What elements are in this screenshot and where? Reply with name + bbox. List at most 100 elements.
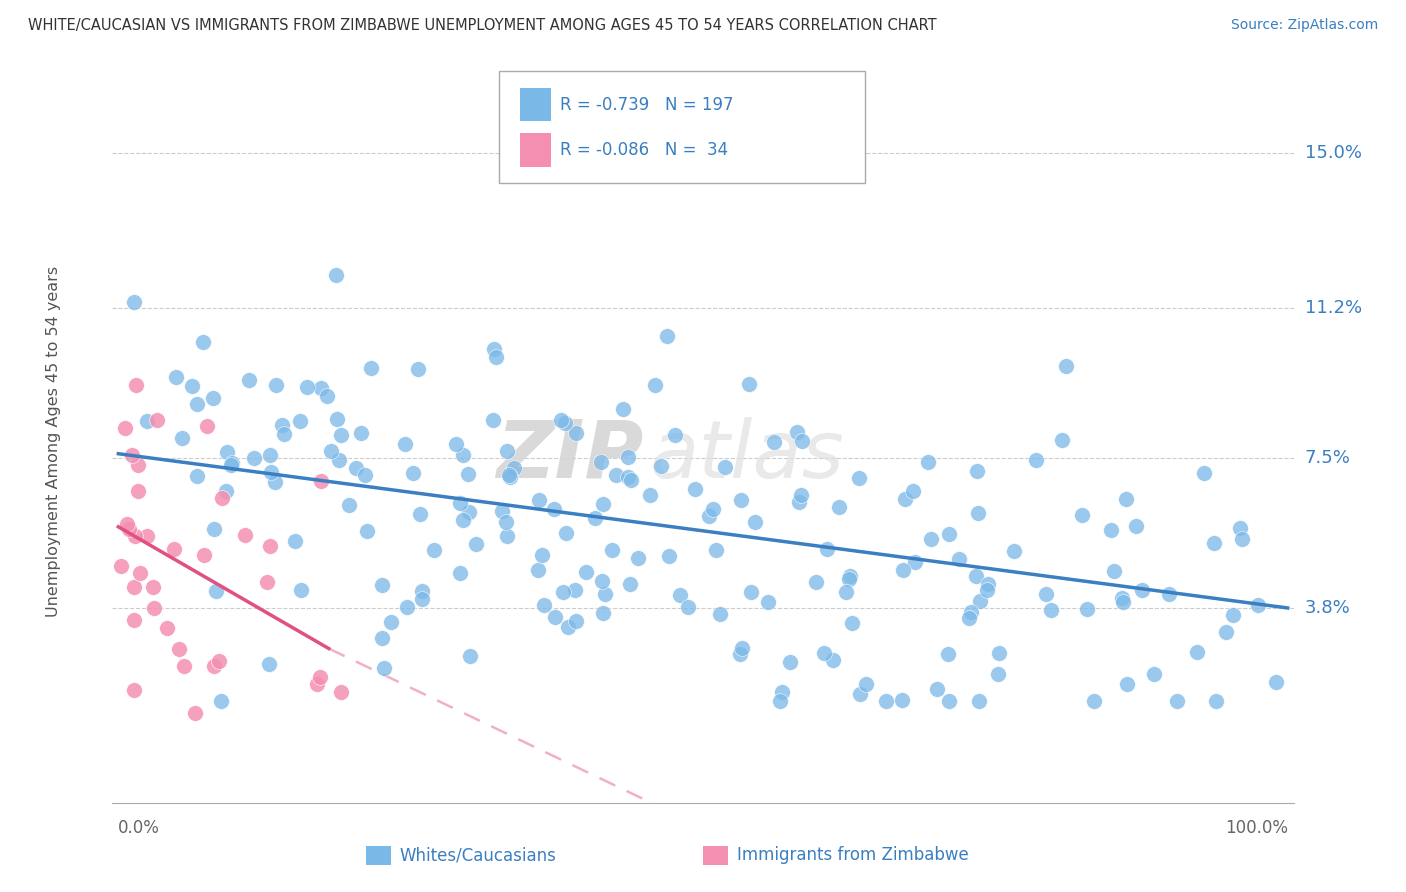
Point	[264, 377, 287, 392]
Point	[114, 421, 136, 435]
Point	[644, 378, 666, 392]
Point	[938, 527, 960, 541]
Point	[446, 437, 468, 451]
Point	[1222, 607, 1244, 622]
Point	[904, 556, 927, 570]
Point	[565, 614, 588, 628]
Point	[311, 381, 333, 395]
Point	[891, 693, 914, 707]
Text: 11.2%: 11.2%	[1305, 299, 1362, 317]
Point	[1115, 677, 1137, 691]
Point	[143, 601, 166, 615]
Point	[396, 599, 419, 614]
Point	[591, 574, 613, 588]
Text: 0.0%: 0.0%	[118, 819, 160, 837]
Point	[655, 329, 678, 343]
Point	[409, 508, 432, 522]
Point	[815, 541, 838, 556]
Point	[744, 515, 766, 529]
Point	[533, 598, 555, 612]
Point	[730, 640, 752, 655]
Point	[288, 413, 311, 427]
Point	[125, 378, 148, 392]
Point	[756, 595, 779, 609]
Point	[664, 428, 686, 442]
Point	[838, 572, 860, 586]
Point	[122, 613, 145, 627]
Point	[658, 549, 681, 564]
Point	[828, 500, 851, 514]
Point	[1166, 694, 1188, 708]
Point	[987, 666, 1010, 681]
Point	[787, 495, 810, 509]
Point	[530, 549, 553, 563]
Point	[457, 505, 479, 519]
Point	[1002, 544, 1025, 558]
Point	[142, 580, 165, 594]
Point	[1115, 492, 1137, 507]
Point	[527, 493, 550, 508]
Point	[373, 661, 395, 675]
Point	[555, 526, 578, 541]
Text: Unemployment Among Ages 45 to 54 years: Unemployment Among Ages 45 to 54 years	[46, 266, 60, 617]
Point	[790, 488, 813, 502]
Point	[406, 362, 429, 376]
Text: atlas: atlas	[650, 417, 845, 495]
Point	[676, 600, 699, 615]
Point	[1187, 645, 1209, 659]
Point	[356, 524, 378, 539]
Point	[551, 585, 574, 599]
Point	[122, 294, 145, 309]
Point	[326, 411, 349, 425]
Point	[1071, 508, 1094, 522]
Point	[891, 563, 914, 577]
Point	[772, 685, 794, 699]
Point	[1025, 453, 1047, 467]
Point	[173, 659, 195, 673]
Point	[855, 677, 877, 691]
Text: R = -0.739   N = 197: R = -0.739 N = 197	[560, 95, 733, 113]
Point	[769, 694, 792, 708]
Point	[917, 455, 939, 469]
Point	[209, 694, 232, 708]
Text: 3.8%: 3.8%	[1305, 599, 1350, 617]
Text: Source: ZipAtlas.com: Source: ZipAtlas.com	[1230, 18, 1378, 32]
Point	[259, 539, 281, 553]
Point	[380, 615, 402, 629]
Point	[1125, 519, 1147, 533]
Point	[453, 513, 475, 527]
Point	[215, 484, 238, 499]
Point	[211, 491, 233, 505]
Text: 100.0%: 100.0%	[1225, 819, 1288, 837]
Point	[786, 425, 808, 440]
Point	[451, 449, 474, 463]
Point	[354, 467, 377, 482]
Point	[498, 470, 520, 484]
Point	[1099, 523, 1122, 537]
Point	[308, 670, 330, 684]
Point	[118, 521, 141, 535]
Text: 7.5%: 7.5%	[1305, 449, 1351, 467]
Point	[193, 548, 215, 562]
Point	[370, 578, 392, 592]
Point	[257, 657, 280, 671]
Point	[156, 621, 179, 635]
Point	[1247, 598, 1270, 612]
Point	[841, 615, 863, 630]
Point	[145, 413, 167, 427]
Point	[284, 534, 307, 549]
Point	[503, 461, 526, 475]
Point	[728, 647, 751, 661]
Point	[965, 569, 987, 583]
Point	[969, 594, 991, 608]
Point	[543, 502, 565, 516]
Point	[1205, 694, 1227, 708]
Point	[259, 448, 281, 462]
Text: Immigrants from Zimbabwe: Immigrants from Zimbabwe	[737, 847, 969, 864]
Point	[1202, 535, 1225, 549]
Point	[938, 694, 960, 708]
Point	[273, 427, 295, 442]
Point	[544, 610, 567, 624]
Point	[967, 506, 990, 520]
Point	[184, 706, 207, 720]
